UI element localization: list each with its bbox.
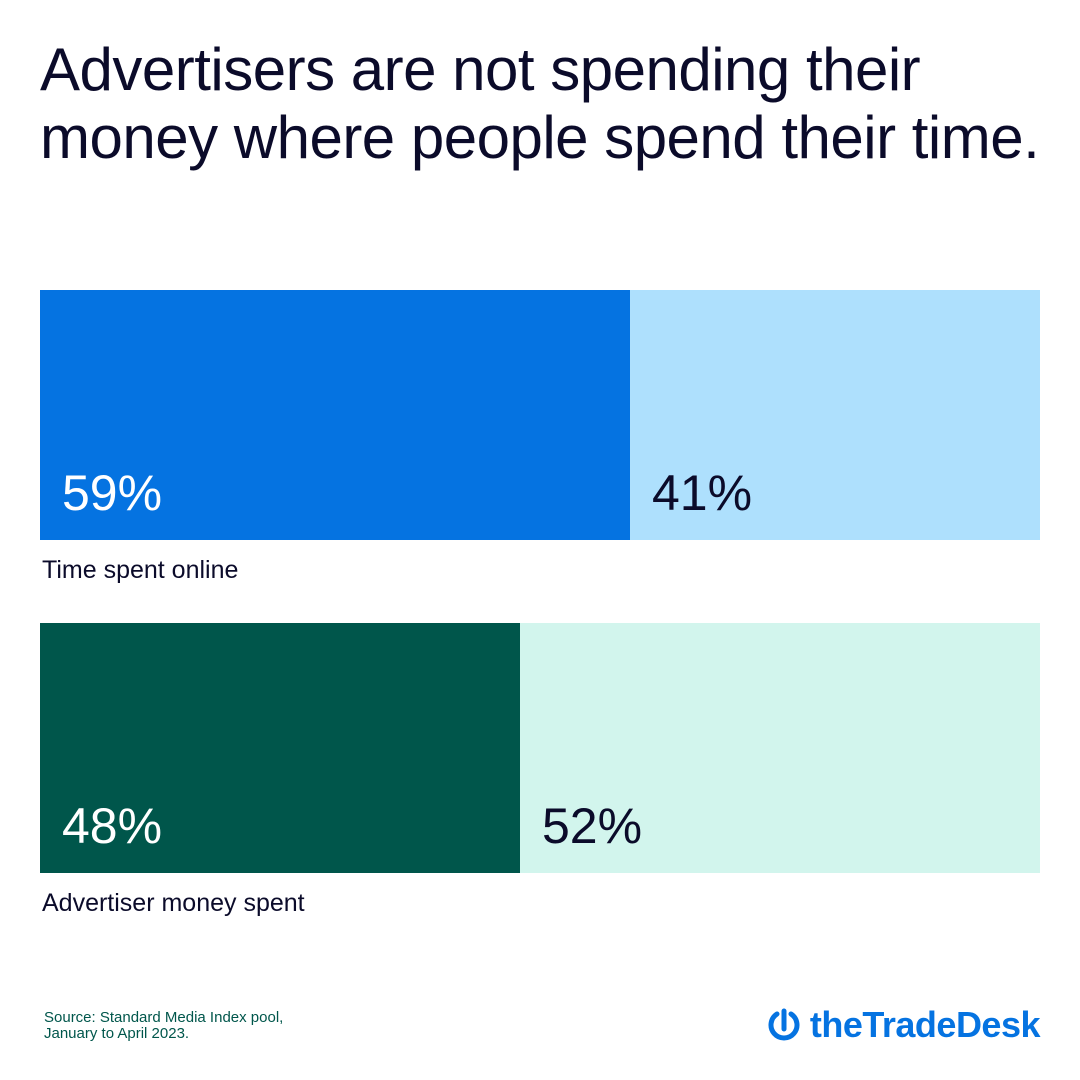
category-label: Advertiser money spent (42, 889, 305, 917)
chart-title: Advertisers are not spending their money… (40, 36, 1040, 171)
bar-segment (520, 623, 1040, 873)
value-label: 52% (542, 798, 642, 854)
bar-segment (40, 623, 520, 873)
category-label: Time spent online (42, 556, 238, 584)
bar-segment (630, 290, 1040, 540)
brand-icon (768, 1008, 800, 1041)
value-label: 41% (652, 465, 752, 521)
value-label: 59% (62, 465, 162, 521)
value-label: 48% (62, 798, 162, 854)
brand-logo: theTradeDesk (766, 1000, 1041, 1050)
bar-segment (40, 290, 630, 540)
source-note: Source: Standard Media Index pool, Janua… (44, 1009, 284, 1042)
brand-name: theTradeDesk (809, 1004, 1041, 1045)
